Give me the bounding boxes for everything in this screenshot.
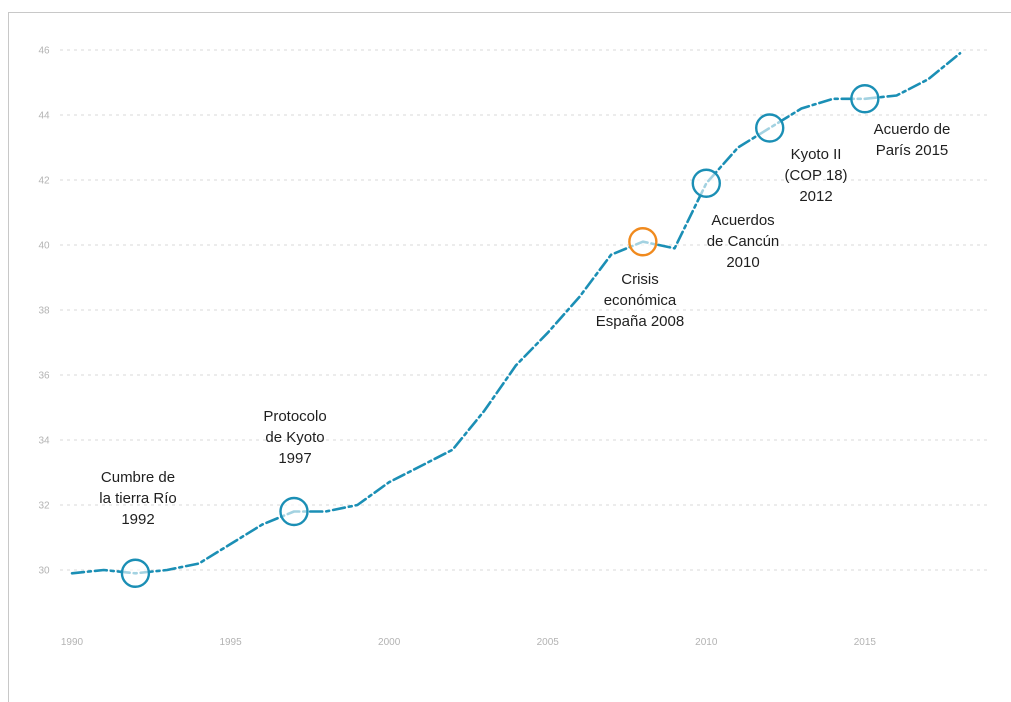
annotation-label-paris: París 2015 — [876, 142, 949, 159]
annotation-label-kyoto2: (COP 18) — [784, 167, 847, 184]
y-tick-label: 40 — [38, 241, 50, 252]
annotation-label-crisis: España 2008 — [596, 313, 684, 330]
annotation-label-kyoto2: Kyoto II — [791, 146, 842, 163]
annotation-label-rio: la tierra Río — [99, 490, 177, 507]
annotation-label-kyoto: Protocolo — [263, 408, 326, 425]
series-line — [70, 51, 962, 575]
grid-lines — [60, 49, 990, 571]
annotation-label-rio: 1992 — [121, 511, 154, 528]
x-tick-label: 2010 — [695, 637, 718, 648]
y-tick-label: 46 — [38, 46, 50, 57]
x-tick-label: 2015 — [854, 637, 877, 648]
y-tick-label: 30 — [38, 566, 50, 577]
y-tick-label: 34 — [38, 436, 50, 447]
y-tick-label: 32 — [38, 501, 50, 512]
annotation-label-crisis: Crisis — [621, 271, 659, 288]
annotation-marker-cancun — [691, 168, 721, 198]
annotation-marker-kyoto2 — [755, 113, 785, 143]
x-tick-label: 1990 — [61, 637, 84, 648]
annotations: Cumbre de la tierra Río 1992 Protocolo de Ky… — [99, 84, 951, 588]
annotation-label-crisis: económica — [604, 292, 677, 309]
x-tick-label: 1995 — [219, 637, 242, 648]
frame-left-border — [8, 12, 9, 702]
annotation-marker-paris — [850, 84, 880, 114]
x-tick-label: 2000 — [378, 637, 401, 648]
annotation-label-paris: Acuerdo de — [874, 121, 951, 138]
annotation-label-kyoto2: 2012 — [799, 188, 832, 205]
annotation-label-kyoto: de Kyoto — [265, 429, 324, 446]
annotation-label-cancun: de Cancún — [707, 233, 780, 250]
y-tick-label: 44 — [38, 111, 50, 122]
y-axis-ticks: 30 32 34 36 38 40 42 44 46 — [38, 46, 50, 577]
annotation-marker-crisis — [628, 227, 658, 257]
annotation-label-cancun: Acuerdos — [711, 212, 774, 229]
annotation-label-rio: Cumbre de — [101, 469, 175, 486]
annotation-label-kyoto: 1997 — [278, 450, 311, 467]
annotation-marker-rio — [120, 558, 151, 588]
x-tick-label: 2005 — [537, 637, 560, 648]
y-tick-label: 42 — [38, 176, 50, 187]
annotation-marker-kyoto — [279, 496, 309, 527]
y-tick-label: 38 — [38, 306, 50, 317]
frame-top-border — [8, 12, 1011, 13]
annotation-label-cancun: 2010 — [726, 254, 759, 271]
series-line-group — [70, 51, 962, 575]
x-axis-ticks: 1990 1995 2000 2005 2010 2015 — [61, 637, 877, 648]
y-tick-label: 36 — [38, 371, 50, 382]
